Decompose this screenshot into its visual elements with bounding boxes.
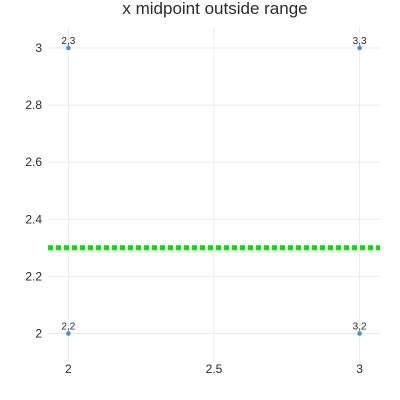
tick-labels: 2 2.5 3 2 2.2 2.4 2.6 2.8 3 <box>25 41 363 376</box>
y-tick-label: 2 <box>35 326 42 340</box>
x-tick-label: 2.5 <box>206 362 223 376</box>
gridlines <box>48 28 380 362</box>
x-tick-label: 3 <box>356 362 363 376</box>
data-point <box>66 45 71 51</box>
data-point-label: 3,2 <box>353 321 367 332</box>
data-point-label: 2,3 <box>61 36 75 47</box>
y-tick-label: 2.4 <box>25 212 42 226</box>
y-tick-label: 2.8 <box>25 98 42 112</box>
data-point <box>357 45 362 51</box>
chart-title: x midpoint outside range <box>122 0 307 18</box>
data-point <box>66 331 71 336</box>
data-point <box>357 331 362 336</box>
data-points: 2,3 3,3 2,2 3,2 <box>61 36 367 336</box>
x-tick-label: 2 <box>65 362 72 376</box>
data-point-label: 2,2 <box>61 321 75 332</box>
y-tick-label: 2.2 <box>25 269 42 283</box>
data-point-label: 3,3 <box>353 36 367 47</box>
y-tick-label: 3 <box>35 41 42 55</box>
y-tick-label: 2.6 <box>25 155 42 169</box>
